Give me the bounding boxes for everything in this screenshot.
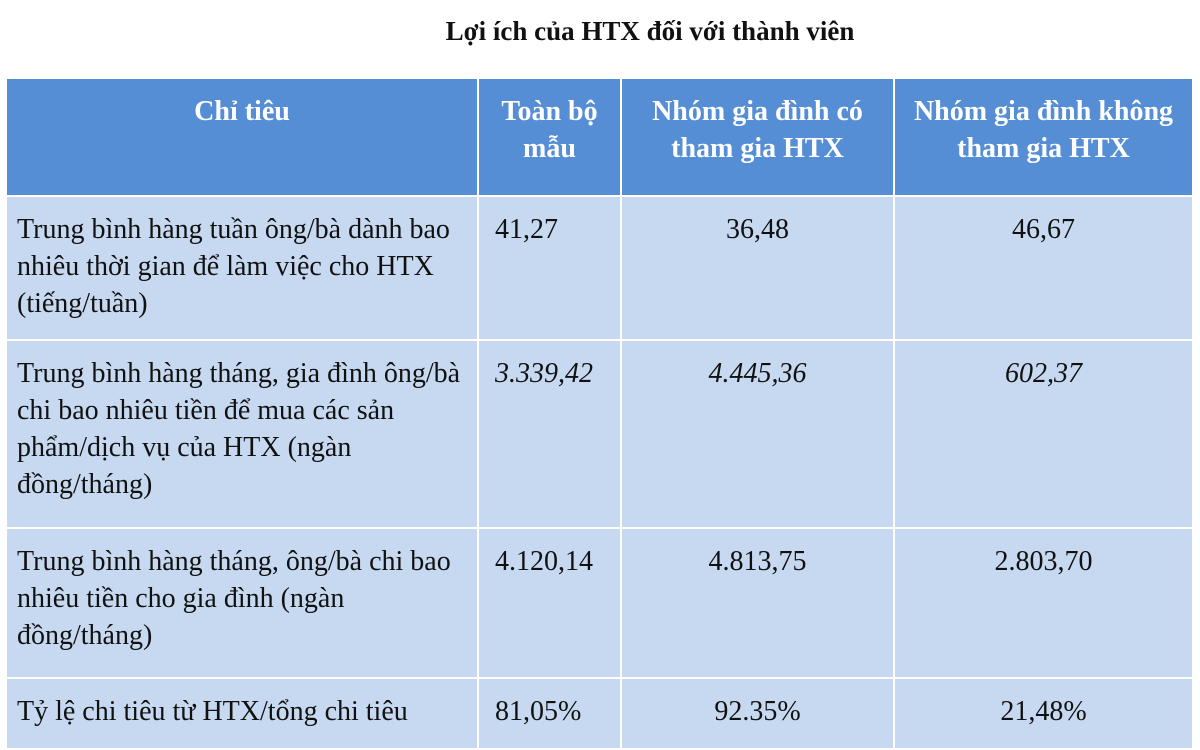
value-cell: 92.35% [620, 677, 895, 750]
header-cell: Toàn bộ mẫu [477, 77, 622, 197]
value-cell: 602,37 [893, 339, 1194, 529]
row-label: Tỷ lệ chi tiêu từ HTX/tổng chi tiêu [5, 677, 479, 750]
table-body: Trung bình hàng tuần ông/bà dành bao nhi… [5, 195, 1194, 750]
value-cell: 41,27 [477, 195, 622, 341]
table-row: Trung bình hàng tuần ông/bà dành bao nhi… [5, 195, 1194, 341]
header-cell: Nhóm gia đình không tham gia HTX [893, 77, 1194, 197]
table-title: Lợi ích của HTX đối với thành viên [445, 16, 855, 46]
table-row: Tỷ lệ chi tiêu từ HTX/tổng chi tiêu 81,05… [5, 677, 1194, 750]
row-label: Trung bình hàng tháng, ông/bà chi bao nh… [5, 527, 479, 679]
data-table: Chỉ tiêu Toàn bộ mẫu Nhóm gia đình có tham… [5, 77, 1194, 750]
value-cell: 2.803,70 [893, 527, 1194, 679]
value-cell: 3.339,42 [477, 339, 622, 529]
header-cell: Chỉ tiêu [5, 77, 479, 197]
table-row: Trung bình hàng tháng, gia đình ông/bà c… [5, 339, 1194, 529]
value-cell: 36,48 [620, 195, 895, 341]
value-cell: 4.120,14 [477, 527, 622, 679]
header-row: Chỉ tiêu Toàn bộ mẫu Nhóm gia đình có tham… [5, 77, 1194, 197]
header-cell: Nhóm gia đình có tham gia HTX [620, 77, 895, 197]
row-label: Trung bình hàng tháng, gia đình ông/bà c… [5, 339, 479, 529]
value-cell: 81,05% [477, 677, 622, 750]
value-cell: 4.813,75 [620, 527, 895, 679]
table-row: Trung bình hàng tháng, ông/bà chi bao nh… [5, 527, 1194, 679]
value-cell: 4.445,36 [620, 339, 895, 529]
value-cell: 46,67 [893, 195, 1194, 341]
row-label: Trung bình hàng tuần ông/bà dành bao nhi… [5, 195, 479, 341]
value-cell: 21,48% [893, 677, 1194, 750]
